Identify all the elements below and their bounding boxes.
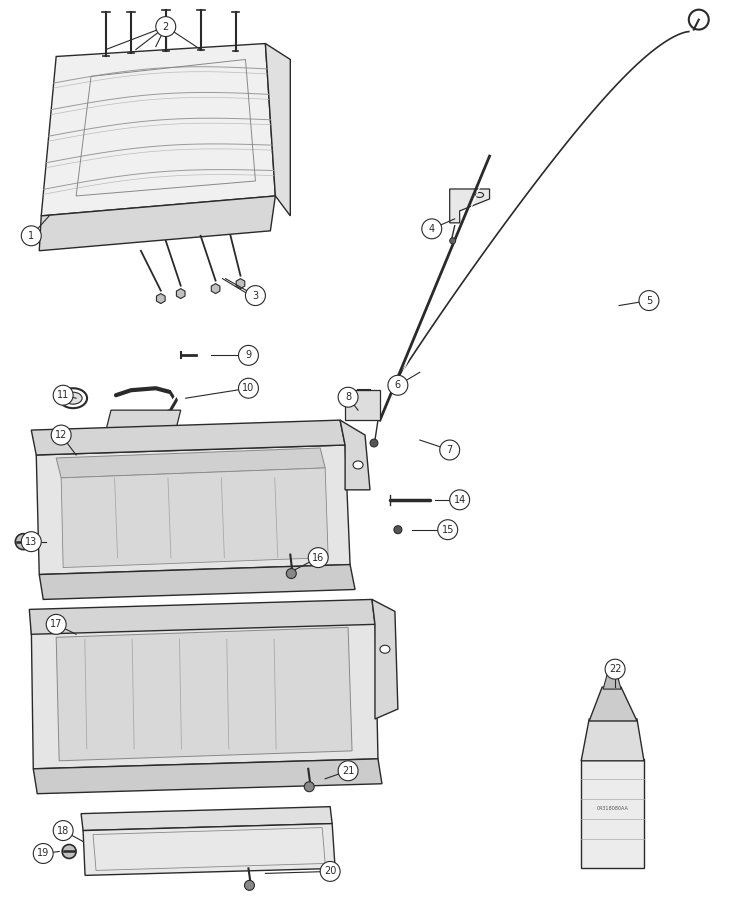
Circle shape xyxy=(245,285,265,305)
Text: 3: 3 xyxy=(253,291,259,301)
Text: 20: 20 xyxy=(324,867,336,877)
Circle shape xyxy=(422,219,442,238)
Circle shape xyxy=(245,880,254,890)
Text: 16: 16 xyxy=(312,553,325,562)
Polygon shape xyxy=(56,627,352,760)
Text: 04318080AA: 04318080AA xyxy=(597,806,628,811)
Polygon shape xyxy=(450,189,490,223)
Circle shape xyxy=(639,291,659,310)
Polygon shape xyxy=(56,448,325,478)
Ellipse shape xyxy=(353,461,363,469)
Polygon shape xyxy=(31,615,378,769)
Circle shape xyxy=(33,843,53,863)
Circle shape xyxy=(53,821,73,841)
Polygon shape xyxy=(345,391,380,420)
Text: 10: 10 xyxy=(242,383,255,393)
Text: 2: 2 xyxy=(162,22,169,32)
Polygon shape xyxy=(603,667,621,689)
Text: 19: 19 xyxy=(37,849,50,859)
Polygon shape xyxy=(372,599,398,719)
Circle shape xyxy=(308,547,328,568)
Polygon shape xyxy=(581,719,644,760)
Circle shape xyxy=(21,532,41,552)
Polygon shape xyxy=(39,564,355,599)
Circle shape xyxy=(338,387,358,407)
Circle shape xyxy=(438,519,458,540)
Circle shape xyxy=(450,238,456,244)
Text: 4: 4 xyxy=(429,224,435,234)
Text: 11: 11 xyxy=(57,391,69,401)
Circle shape xyxy=(239,346,259,365)
Circle shape xyxy=(450,490,470,509)
Text: 14: 14 xyxy=(453,495,466,505)
Text: 21: 21 xyxy=(342,766,354,776)
Text: 17: 17 xyxy=(50,619,62,629)
Text: 1: 1 xyxy=(28,230,34,241)
Polygon shape xyxy=(62,468,328,568)
Circle shape xyxy=(62,844,76,859)
Text: 6: 6 xyxy=(395,380,401,391)
Text: 13: 13 xyxy=(25,536,37,546)
Polygon shape xyxy=(265,43,290,216)
Polygon shape xyxy=(39,196,276,251)
Circle shape xyxy=(286,569,296,579)
Polygon shape xyxy=(33,759,382,794)
Circle shape xyxy=(394,526,402,534)
Circle shape xyxy=(46,615,66,634)
Circle shape xyxy=(320,861,340,881)
Polygon shape xyxy=(36,445,350,574)
Polygon shape xyxy=(41,43,276,216)
Ellipse shape xyxy=(380,645,390,653)
Text: 15: 15 xyxy=(442,525,454,535)
Circle shape xyxy=(305,782,314,792)
Polygon shape xyxy=(340,420,370,490)
Ellipse shape xyxy=(64,392,82,404)
Polygon shape xyxy=(31,420,345,455)
Text: 12: 12 xyxy=(55,430,67,440)
Circle shape xyxy=(338,760,358,781)
Circle shape xyxy=(156,16,176,37)
Circle shape xyxy=(239,378,259,398)
Text: 18: 18 xyxy=(57,825,69,835)
Circle shape xyxy=(605,659,625,680)
Circle shape xyxy=(53,385,73,405)
Polygon shape xyxy=(581,759,644,868)
Circle shape xyxy=(51,425,71,445)
Polygon shape xyxy=(30,599,375,634)
Circle shape xyxy=(439,440,459,460)
Text: 8: 8 xyxy=(345,392,351,402)
Text: 9: 9 xyxy=(245,350,251,360)
Circle shape xyxy=(370,439,378,447)
Text: 22: 22 xyxy=(609,664,622,674)
Circle shape xyxy=(16,534,31,550)
Polygon shape xyxy=(589,687,637,721)
Polygon shape xyxy=(83,824,335,876)
Polygon shape xyxy=(106,410,181,430)
Circle shape xyxy=(21,226,41,246)
Polygon shape xyxy=(81,806,332,831)
Text: 5: 5 xyxy=(646,295,652,306)
Circle shape xyxy=(388,375,408,395)
Text: 7: 7 xyxy=(447,445,453,455)
